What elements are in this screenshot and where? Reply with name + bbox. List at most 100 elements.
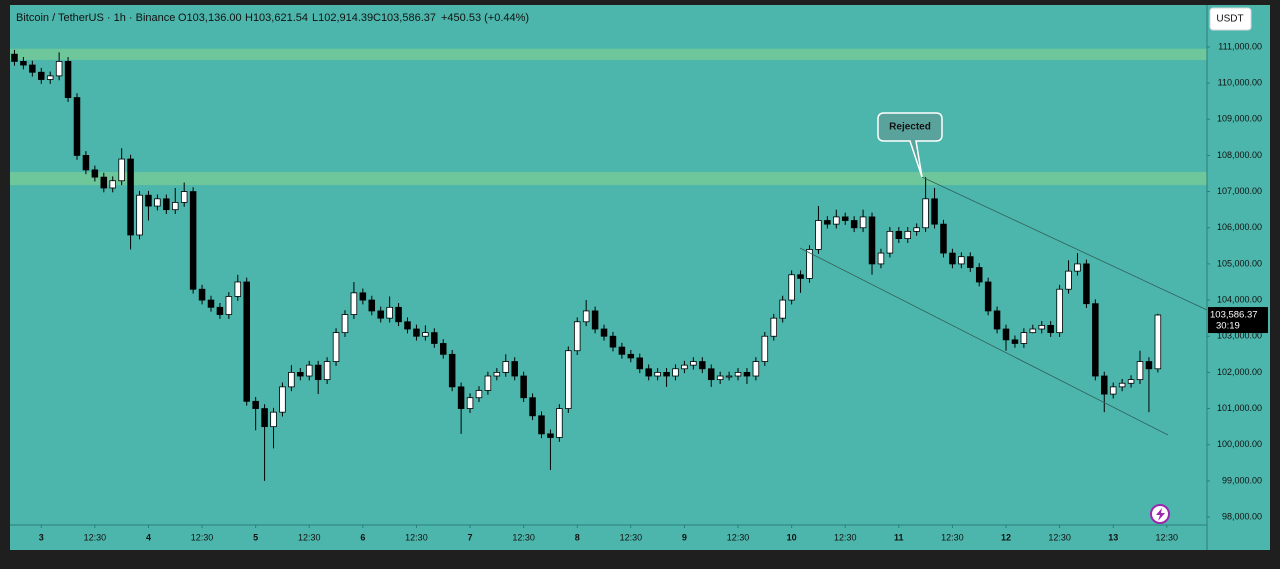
candle-body (511, 361, 518, 377)
candle-body (439, 343, 447, 355)
candle-body (654, 371, 661, 377)
candle-body (431, 332, 438, 344)
candle-body (243, 281, 250, 402)
x-tick-label: 11 (894, 532, 904, 542)
candle-body (457, 386, 465, 409)
candle-body (46, 75, 54, 80)
candle-body (475, 390, 483, 399)
zone (10, 172, 1207, 186)
chart-background (10, 5, 1270, 550)
candle-body (707, 368, 715, 381)
candle-body (761, 335, 769, 362)
candle-body (163, 198, 170, 211)
candle-body (520, 375, 527, 399)
candle-body (180, 191, 188, 203)
currency-button-label[interactable]: USDT (1216, 14, 1243, 25)
y-tick-label: 108,000.00 (1217, 150, 1262, 160)
candle-body (743, 371, 751, 377)
candle-body (716, 375, 724, 381)
symbol-title: Bitcoin / TetherUS · 1h · Binance (16, 12, 175, 24)
y-tick-label: 109,000.00 (1217, 114, 1262, 124)
candle-body (386, 306, 393, 319)
candle-body (502, 361, 510, 373)
candle-body (922, 198, 929, 229)
candle-body (1092, 303, 1099, 377)
y-tick-label: 100,000.00 (1217, 439, 1262, 449)
ohlc-text: +450.53 (+0.44%) (441, 12, 529, 24)
ohlc-text: L102,914.39 (312, 12, 373, 24)
y-tick-label: 111,000.00 (1218, 41, 1262, 51)
candle-body (64, 61, 72, 98)
candle-body (1029, 328, 1037, 334)
candle-body (895, 230, 903, 240)
annotation: Rejected (877, 112, 943, 178)
annotation-text: Rejected (889, 122, 931, 133)
candle-body (949, 252, 956, 265)
ohlc-text: O103,136.00 (178, 12, 242, 24)
candle-body (145, 194, 152, 207)
candle-body (207, 299, 215, 308)
y-tick-label: 103,000.00 (1217, 331, 1262, 341)
annotation-bubble (877, 112, 943, 178)
x-tick-label: 8 (575, 532, 580, 542)
candle-body (1145, 361, 1153, 370)
candle-body (1136, 361, 1144, 381)
candle-body (868, 216, 876, 265)
candle-body (288, 371, 295, 388)
candle-body (556, 408, 563, 438)
candle-body (484, 375, 492, 391)
candle-body (377, 310, 384, 319)
candle-body (734, 371, 742, 377)
candle-body (82, 155, 90, 171)
candle-body (368, 299, 376, 312)
trend-line (921, 176, 1208, 311)
candle-body (189, 191, 197, 290)
candle-body (752, 361, 760, 377)
currency-button[interactable] (1209, 7, 1252, 31)
candle-body (984, 281, 992, 312)
candle-body (663, 371, 670, 377)
candle-body (136, 194, 143, 236)
candle-body (198, 288, 206, 301)
candle-body (573, 321, 581, 352)
candle-body (850, 220, 858, 229)
x-tick-label: 12:30 (941, 532, 964, 542)
candle-body (904, 230, 912, 240)
candle-body (582, 310, 590, 323)
x-tick-label: 12 (1001, 532, 1011, 542)
candle-body (350, 292, 358, 315)
candle-body (395, 306, 402, 323)
candle-body (73, 97, 81, 156)
candle-body (824, 220, 831, 225)
candle-body (877, 252, 885, 265)
candle-body (538, 415, 545, 435)
countdown-label: 30:19 (1216, 321, 1240, 332)
x-tick-label: 3 (39, 532, 44, 542)
candle-body (234, 281, 242, 297)
x-tick-label: 12:30 (727, 532, 750, 542)
candle-body (859, 216, 867, 229)
candle-body (1127, 379, 1135, 384)
x-tick-label: 4 (146, 532, 151, 542)
candle-body (1065, 270, 1072, 290)
y-tick-label: 107,000.00 (1217, 186, 1262, 196)
candle-body (252, 400, 259, 409)
candle-body (1047, 324, 1054, 334)
candle-body (627, 353, 635, 359)
candle-body (618, 346, 626, 355)
last-price-box (1208, 307, 1268, 334)
candle-body (797, 274, 804, 279)
candles (11, 49, 1162, 481)
candle-body (404, 321, 411, 330)
candle-body (225, 296, 233, 315)
candle-body (413, 328, 420, 337)
candle-body (38, 71, 45, 80)
x-tick-label: 12:30 (1156, 532, 1179, 542)
candle-body (422, 332, 429, 337)
x-tick-label: 12:30 (298, 532, 321, 542)
y-tick-label: 110,000.00 (1218, 77, 1262, 87)
candle-body (967, 256, 974, 268)
zones (10, 48, 1207, 186)
x-tick-label: 10 (787, 532, 797, 542)
